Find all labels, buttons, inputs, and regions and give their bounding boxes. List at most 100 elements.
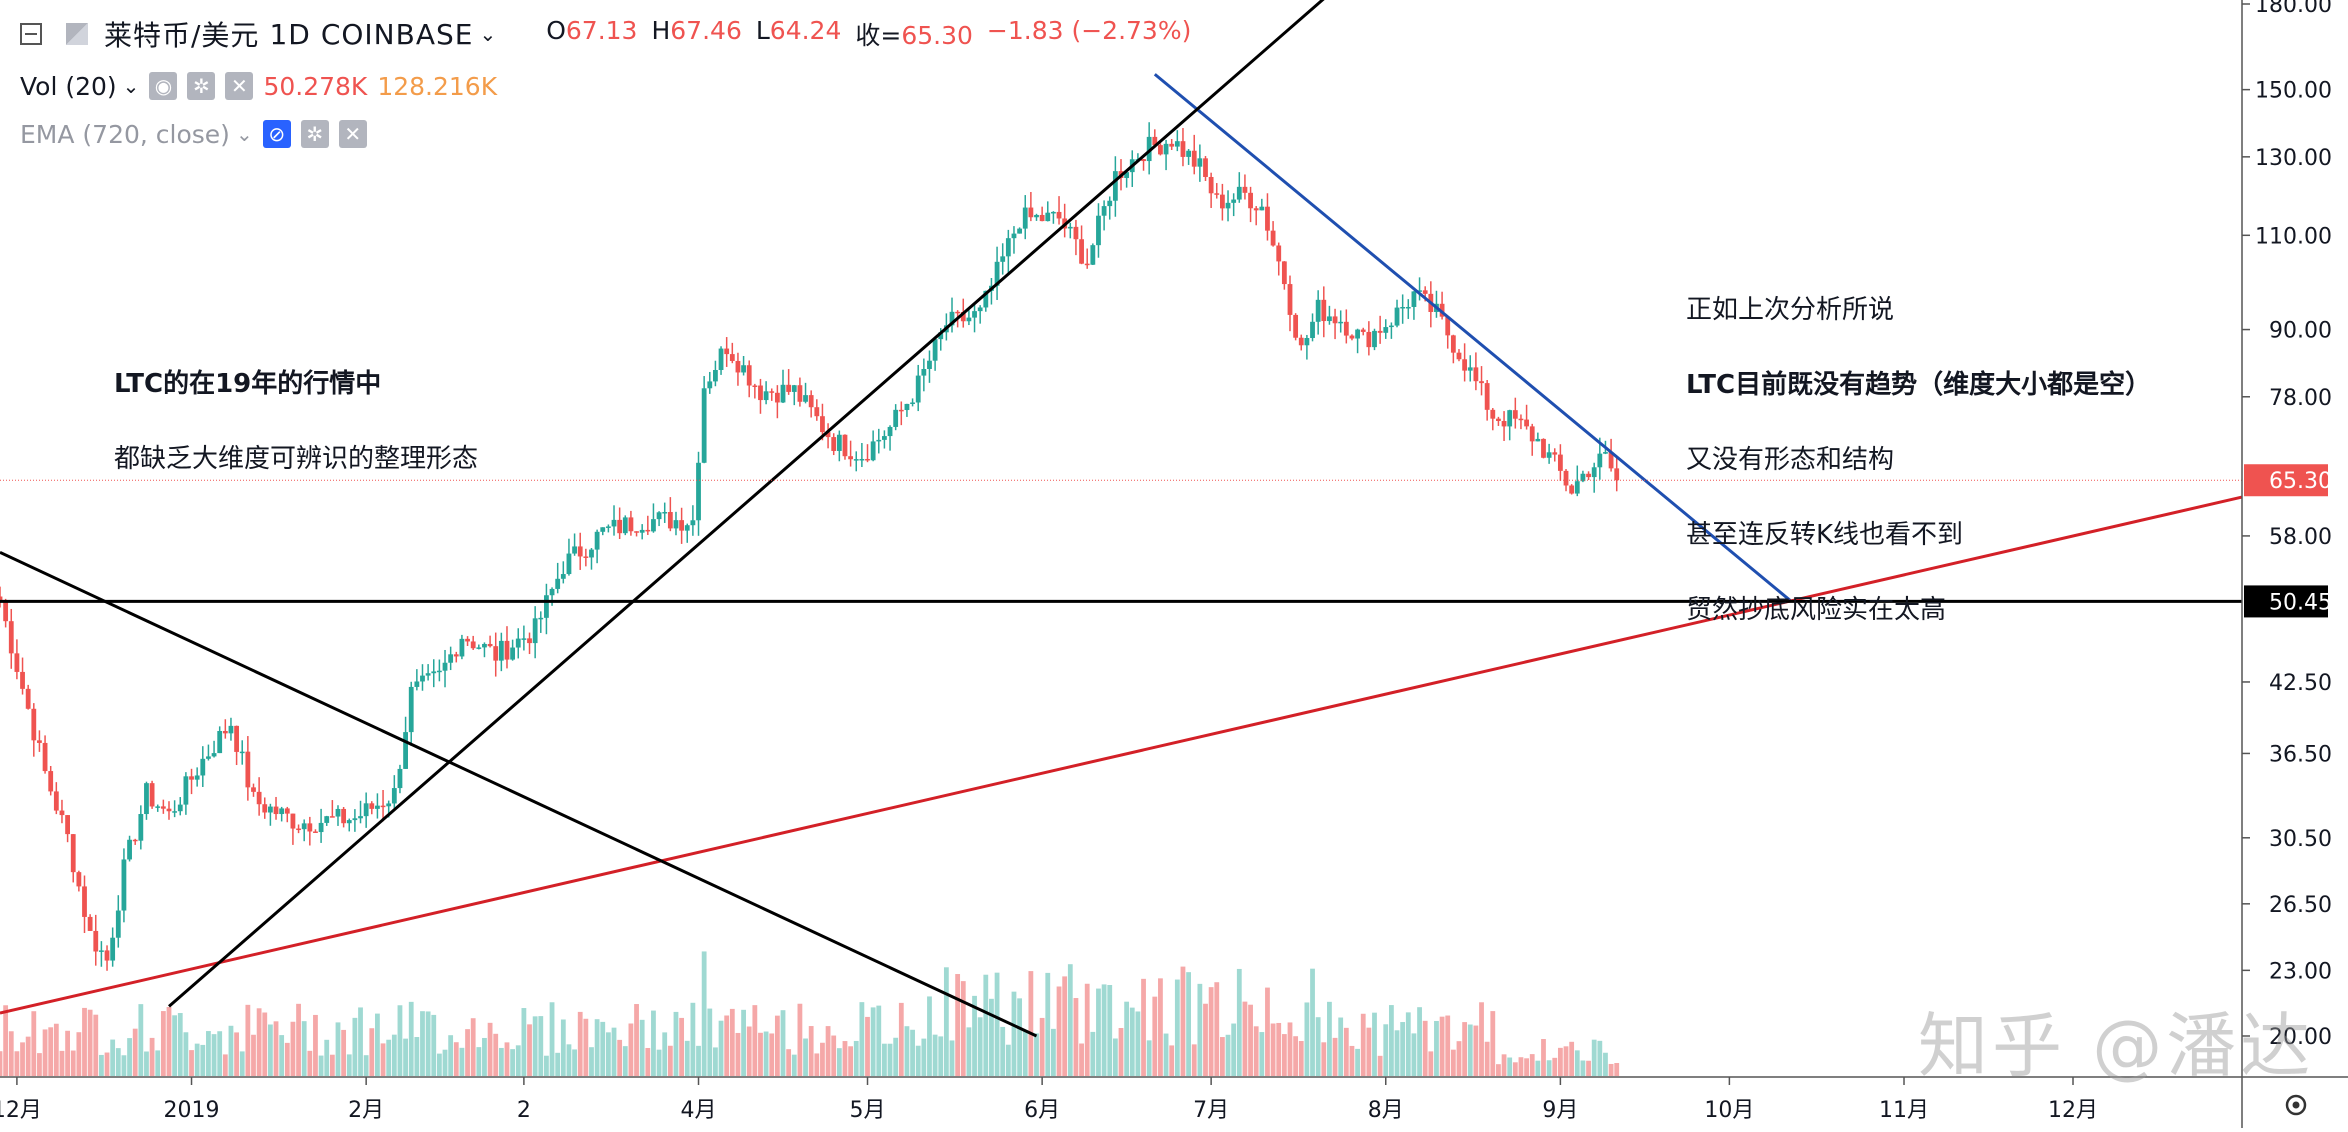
volume-bar bbox=[1529, 1054, 1535, 1076]
candle-body bbox=[115, 910, 121, 938]
candle-body bbox=[1310, 321, 1315, 339]
volume-bar bbox=[493, 1033, 499, 1076]
candle-body bbox=[1456, 352, 1462, 360]
ema-indicator-name[interactable]: EMA (720, close) bbox=[20, 119, 230, 149]
exchange-label[interactable]: COINBASE bbox=[320, 17, 474, 51]
candle-body bbox=[803, 395, 808, 402]
candle-body bbox=[324, 816, 330, 823]
collapse-icon[interactable] bbox=[20, 23, 42, 45]
time-tick-label: 2019 bbox=[164, 1098, 220, 1123]
volume-bar bbox=[684, 1040, 690, 1076]
volume-bar bbox=[138, 1004, 144, 1076]
symbol-title[interactable]: 莱特币/美元 bbox=[104, 19, 260, 52]
volume-bar bbox=[251, 1034, 256, 1076]
candle-body bbox=[904, 403, 910, 411]
candle-body bbox=[3, 601, 9, 622]
gear-icon[interactable]: ✲ bbox=[300, 120, 329, 148]
trendline[interactable] bbox=[0, 495, 2243, 1015]
volume-bar bbox=[1310, 968, 1315, 1076]
volume-value: 50.278K bbox=[263, 71, 368, 101]
volume-bar bbox=[470, 1018, 476, 1076]
volume-bar bbox=[1569, 1041, 1575, 1076]
volume-bar bbox=[701, 951, 707, 1076]
volume-bar bbox=[1552, 1057, 1558, 1076]
candle-body bbox=[1327, 316, 1332, 322]
time-tick-label: 2月 bbox=[348, 1098, 384, 1123]
candle-body bbox=[724, 348, 730, 355]
low-value: 64.24 bbox=[769, 16, 842, 45]
volume-bar bbox=[318, 1055, 324, 1076]
candle-body bbox=[127, 839, 132, 860]
volume-bar bbox=[611, 1027, 617, 1076]
candle-body bbox=[560, 574, 566, 579]
candle-body bbox=[431, 671, 437, 674]
volume-bar bbox=[127, 1038, 132, 1076]
volume-bar bbox=[1028, 971, 1034, 1076]
gear-icon[interactable]: ✲ bbox=[187, 72, 216, 100]
volume-indicator-name[interactable]: Vol (20) bbox=[20, 71, 117, 101]
chevron-down-icon[interactable]: ⌄ bbox=[235, 122, 253, 146]
candle-body bbox=[820, 416, 825, 433]
volume-bar bbox=[1355, 1048, 1360, 1076]
candle-body bbox=[386, 803, 392, 807]
candle-body bbox=[538, 617, 544, 620]
eye-icon[interactable]: ◉ bbox=[149, 72, 178, 100]
volume-bar bbox=[690, 1002, 696, 1076]
close-icon[interactable]: ✕ bbox=[225, 72, 254, 100]
candle-body bbox=[955, 311, 961, 314]
trendline[interactable] bbox=[1153, 73, 1793, 603]
volume-bar bbox=[1265, 987, 1270, 1076]
volume-bar bbox=[1141, 978, 1146, 1076]
volume-bar bbox=[1473, 1025, 1479, 1076]
candle-body bbox=[1450, 335, 1456, 353]
price-tick-label: 26.50 bbox=[2269, 893, 2332, 918]
volume-bar bbox=[752, 1005, 758, 1076]
volume-bar bbox=[746, 1026, 752, 1076]
candle-body bbox=[217, 731, 223, 754]
volume-bar bbox=[301, 1021, 307, 1076]
time-tick-label: 5月 bbox=[850, 1098, 886, 1123]
candle-body bbox=[662, 512, 668, 514]
candle-body bbox=[335, 808, 341, 817]
candle-body bbox=[267, 806, 273, 813]
candle-body bbox=[1141, 159, 1146, 162]
volume-bar bbox=[1101, 984, 1107, 1076]
open-label: O bbox=[546, 16, 566, 45]
volume-bar bbox=[1276, 1022, 1282, 1076]
volume-bar bbox=[1535, 1060, 1541, 1076]
volume-bar bbox=[921, 1038, 927, 1076]
price-axis: 180.00 150.00 130.00 110.00 90.00 78.00 58.00 4… bbox=[2242, 0, 2332, 1050]
interval-label[interactable]: 1D bbox=[269, 17, 311, 51]
candle-body bbox=[1512, 410, 1518, 419]
candle-body bbox=[1580, 473, 1586, 482]
trendline[interactable] bbox=[0, 551, 1038, 1038]
volume-bar bbox=[1169, 1045, 1175, 1076]
candle-body bbox=[1484, 383, 1490, 410]
chevron-down-icon[interactable]: ⌄ bbox=[479, 22, 497, 46]
candle-body bbox=[1045, 212, 1051, 222]
candle-body bbox=[493, 646, 499, 661]
time-tick-label: 8月 bbox=[1368, 1098, 1404, 1123]
candle-body bbox=[313, 831, 318, 833]
candle-body bbox=[1242, 186, 1248, 193]
candle-body bbox=[1405, 306, 1411, 309]
volume-bar bbox=[194, 1043, 200, 1076]
chevron-down-icon[interactable]: ⌄ bbox=[122, 74, 140, 98]
volume-bar bbox=[1079, 1043, 1084, 1076]
candle-body bbox=[696, 462, 701, 521]
candle-body bbox=[927, 360, 932, 369]
volume-bar bbox=[1197, 983, 1203, 1076]
candle-body bbox=[459, 638, 465, 657]
hidden-eye-icon[interactable]: ⊘ bbox=[262, 120, 291, 148]
candle-body bbox=[634, 531, 639, 533]
candle-body bbox=[470, 641, 476, 649]
volume-bar bbox=[369, 1028, 375, 1076]
close-icon[interactable]: ✕ bbox=[338, 120, 367, 148]
volume-bar bbox=[1349, 1045, 1355, 1076]
candle-body bbox=[1524, 419, 1529, 427]
volume-bar bbox=[1067, 964, 1073, 1076]
volume-bar bbox=[989, 998, 994, 1076]
volume-bar bbox=[735, 1032, 741, 1076]
